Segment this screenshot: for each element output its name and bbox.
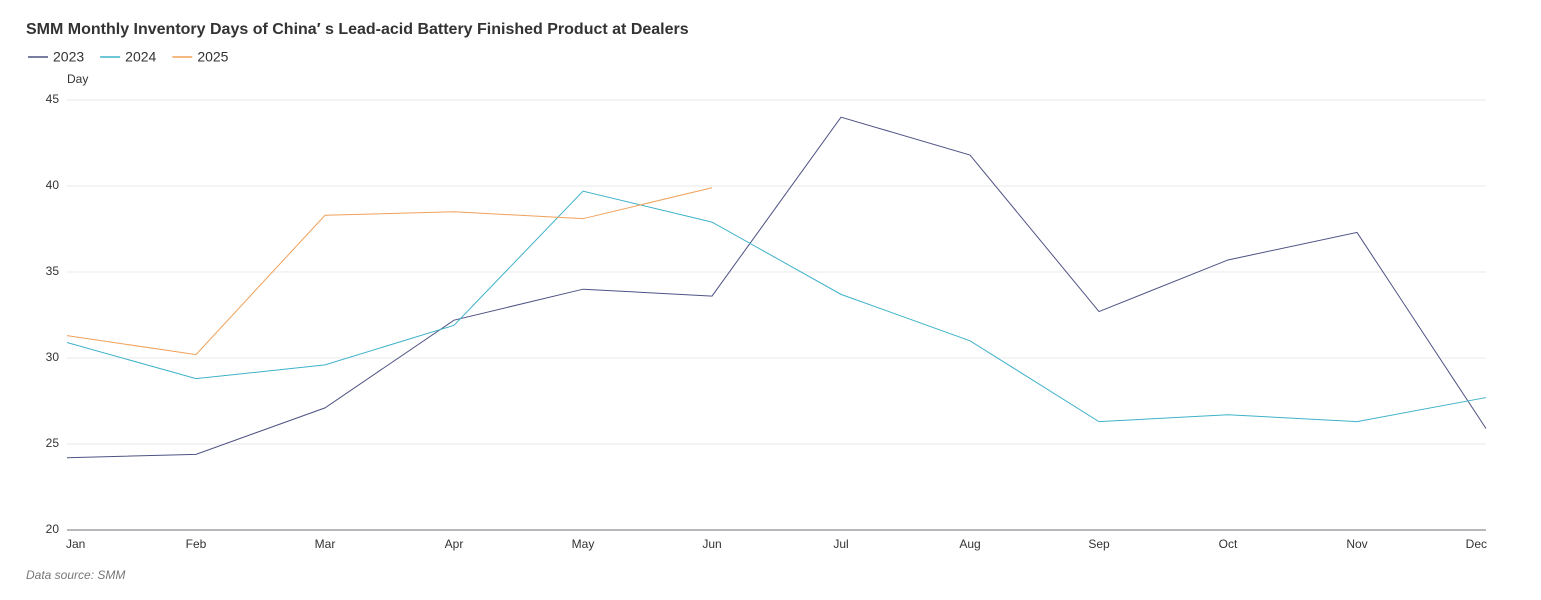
x-tick-label: May xyxy=(572,537,595,551)
x-tick-label: Dec xyxy=(1466,537,1487,551)
x-tick-label: Sep xyxy=(1088,537,1110,551)
source: Data source: SMM xyxy=(26,568,125,582)
chart-title: SMM Monthly Inventory Days of China′ s L… xyxy=(26,21,689,38)
legend-label: 2024 xyxy=(125,49,156,65)
series-line xyxy=(66,187,713,356)
legend-label: 2023 xyxy=(53,49,84,65)
x-tick-label: Jun xyxy=(702,537,721,551)
x-tick-label: Oct xyxy=(1219,537,1238,551)
x-tick-label: Apr xyxy=(445,537,464,551)
x-tick-label: Mar xyxy=(315,537,336,551)
y-axis-label: Day xyxy=(67,72,88,86)
y-tick-label: 25 xyxy=(46,436,60,450)
x-tick-label: Feb xyxy=(186,537,207,551)
x-tick-label: Jul xyxy=(833,537,848,551)
x-tick-label: Jan xyxy=(66,537,85,551)
y-tick-label: 30 xyxy=(46,350,60,364)
y-tick-label: 35 xyxy=(46,264,60,278)
x-tick-label: Nov xyxy=(1346,537,1367,551)
y-tick-label: 45 xyxy=(46,92,60,106)
y-tick-label: 20 xyxy=(46,522,60,536)
series-line xyxy=(66,116,1487,459)
series-line xyxy=(66,190,1487,423)
x-tick-label: Aug xyxy=(959,537,980,551)
legend-label: 2025 xyxy=(197,49,228,65)
y-tick-label: 40 xyxy=(46,178,60,192)
